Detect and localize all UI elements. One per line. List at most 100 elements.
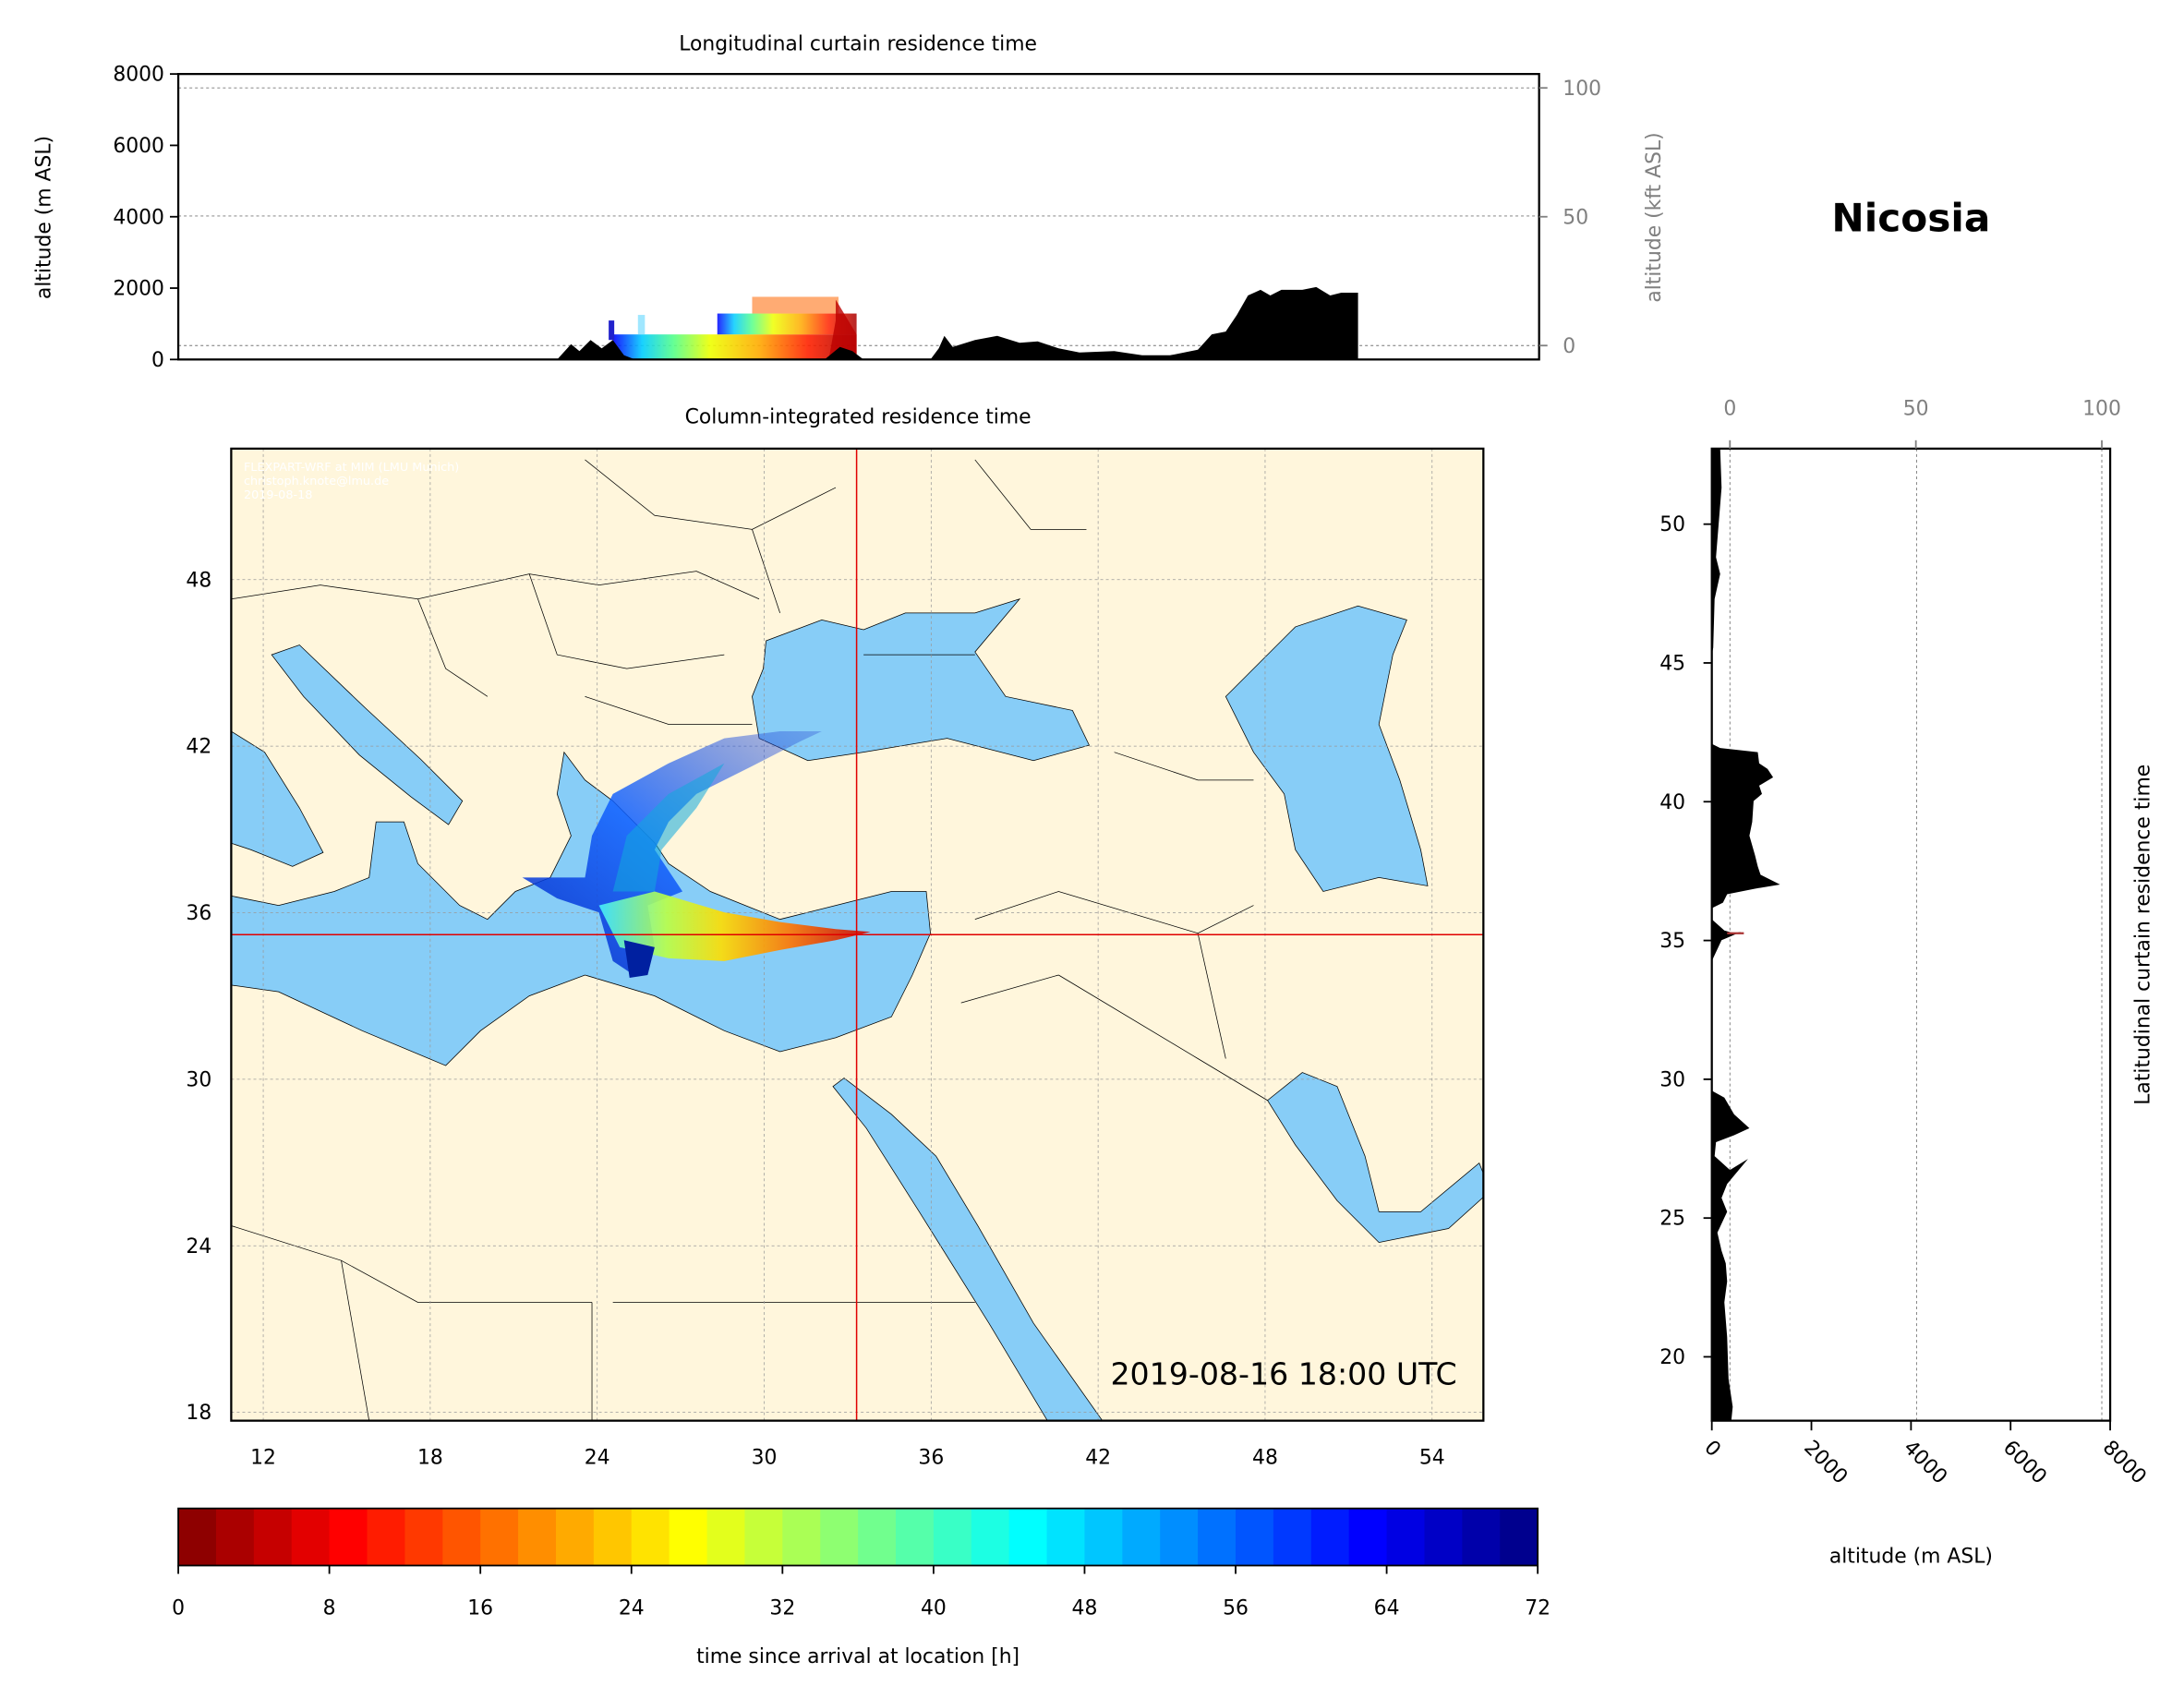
kft-tick-label: 0 [1723,398,1736,421]
kft-tick-label: 100 [2082,398,2121,421]
station-title: Nicosia [1831,196,1990,241]
attribution-line: FLEXPART-WRF at MIM (LMU Munich) [244,461,459,475]
colorbar-segment [744,1508,784,1566]
colorbar-segment [480,1508,519,1566]
colorbar-segment [329,1508,368,1566]
seas [231,598,1484,1421]
residence-band [609,320,615,341]
colorbar-segment [971,1508,1010,1566]
residence-plume [522,731,871,979]
lon-tick-label: 12 [250,1446,276,1469]
colorbar: 0 8 16 24 32 40 48 56 64 72 time since arrival at… [172,1507,1551,1668]
latitudinal-curtain-panel: 20 25 30 35 40 45 50 0 2000 4000 6000 8000 0 50 100 al… [1659,398,2154,1569]
residence-band [752,296,839,314]
persian-gulf [1267,1072,1484,1244]
colorbar-segment [782,1508,821,1566]
lat-tick-label: 40 [1659,791,1685,814]
colorbar-segment [1008,1508,1048,1566]
map-title: Column-integrated residence time [685,406,1032,429]
colorbar-segment [1160,1508,1199,1566]
colorbar-tick-label: 72 [1525,1596,1551,1620]
column-integrated-map-panel: Column-integrated residence time [186,406,1485,1469]
colorbar-segment [1348,1508,1388,1566]
lat-tick-label: 48 [186,569,211,592]
residence-band [717,313,857,335]
tyrrhenian-sea [231,730,324,867]
attribution-line: 2019-08-18 [244,488,312,502]
curtain-ylabel-right: altitude (kft ASL) [1643,132,1666,302]
ytick-label: 2000 [113,278,164,301]
colorbar-tick-label: 56 [1223,1596,1249,1620]
plume-tongue [598,891,871,961]
lat-tick-label: 35 [1659,930,1685,953]
colorbar-tick-label: 16 [467,1596,493,1620]
colorbar-tick-label: 48 [1072,1596,1098,1620]
colorbar-segment [631,1508,670,1566]
lat-gridlines [1729,448,2103,1421]
colorbar-segment [1236,1508,1274,1566]
ytick-label: 8000 [113,64,164,87]
colorbar-tick-label: 0 [172,1596,185,1620]
colorbar-tick-label: 64 [1374,1596,1400,1620]
colorbar-segment [1273,1508,1312,1566]
adriatic-sea [271,644,464,825]
caspian-sea [1225,605,1429,892]
plume-outer [522,731,822,976]
curtain-terrain [557,286,1358,360]
kft-tick-label: 50 [1903,398,1929,421]
lat-tick-label: 36 [186,902,211,925]
colorbar-segment [404,1508,444,1566]
colorbar-tick-label: 32 [769,1596,795,1620]
plume-inner [612,763,725,892]
colorbar-tick-label: 40 [921,1596,947,1620]
ytick-right-label: 100 [1563,78,1601,101]
plume-south [623,940,655,979]
colorbar-segment [1386,1508,1426,1566]
colorbar-segment [1198,1508,1237,1566]
border [231,459,1268,1421]
colorbar-segment [1084,1508,1124,1566]
alt-tick-label: 4000 [1899,1436,1951,1488]
colorbar-segment [1122,1508,1161,1566]
lat-xlabel: altitude (m ASL) [1829,1545,1993,1568]
lon-tick-label: 54 [1419,1446,1445,1469]
colorbar-segment [1462,1508,1502,1566]
colorbar-segment [442,1508,481,1566]
alt-tick-label: 2000 [1799,1436,1852,1488]
colorbar-segment [253,1508,293,1566]
residence-band [612,334,857,360]
attribution-line: christoph.knote@lmu.de [244,475,389,488]
country-borders [231,459,1268,1421]
lat-tick-label: 24 [186,1235,211,1258]
timestamp: 2019-08-16 18:00 UTC [1110,1355,1456,1391]
alt-tick-label: 0 [1699,1436,1725,1462]
lon-tick-label: 18 [417,1446,443,1469]
black-sea [752,598,1091,762]
colorbar-segment [555,1508,595,1566]
curtain-residence [609,296,857,360]
ytick-label: 6000 [113,135,164,158]
residence-band [637,315,646,335]
lat-tick-label: 45 [1659,653,1685,676]
map-axes-frame [230,447,1485,1422]
colorbar-segment [291,1508,331,1566]
lat-axes-frame [1710,447,2112,1422]
alt-tick-label: 6000 [1998,1436,2051,1488]
lon-tick-label: 30 [752,1446,778,1469]
curtain-gridlines [178,87,1539,346]
ytick-right-label: 0 [1563,335,1575,358]
colorbar-segment [593,1508,633,1566]
colorbar-segment [669,1508,708,1566]
longitudinal-curtain-panel: Longitudinal curtain residence time 0 200… [32,32,1666,371]
lon-tick-label: 42 [1085,1446,1111,1469]
colorbar-segment [1500,1508,1538,1566]
lat-tick-label: 20 [1659,1346,1685,1369]
colorbar-tick-label: 24 [619,1596,645,1620]
colorbar-segment [933,1508,972,1566]
colorbar-segment [518,1508,557,1566]
colorbar-segment [178,1508,217,1566]
lon-tick-label: 48 [1252,1446,1278,1469]
lat-tick-label: 18 [186,1402,211,1425]
colorbar-frame [177,1507,1539,1567]
